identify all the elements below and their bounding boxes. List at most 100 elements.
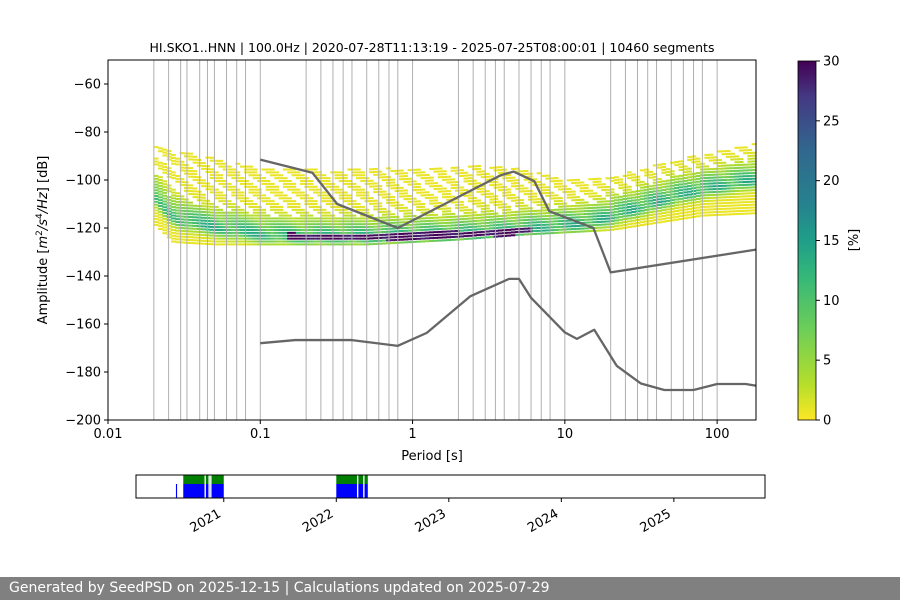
- density-cell: [459, 192, 464, 195]
- density-cell: [360, 177, 365, 180]
- density-cell: [661, 212, 667, 215]
- density-cell: [304, 214, 310, 217]
- density-cell: [751, 212, 756, 215]
- density-cell: [222, 234, 228, 237]
- density-cell: [351, 228, 357, 231]
- density-cell: [450, 233, 456, 236]
- density-cell: [411, 220, 417, 223]
- density-cell: [360, 171, 365, 174]
- processed-bar: [183, 475, 224, 484]
- density-cell: [158, 161, 163, 164]
- density-cell: [175, 223, 181, 226]
- density-cell: [325, 226, 331, 229]
- density-cell: [274, 205, 279, 208]
- density-cell: [300, 240, 305, 243]
- density-cell: [485, 221, 490, 224]
- density-cell: [248, 174, 254, 177]
- density-cell: [257, 194, 262, 197]
- density-cell: [403, 232, 409, 235]
- density-cell: [738, 201, 744, 204]
- density-cell: [665, 173, 671, 176]
- density-cell: [162, 209, 168, 212]
- density-cell: [566, 196, 572, 199]
- density-cell: [661, 191, 667, 194]
- density-cell: [704, 191, 710, 194]
- density-cell: [368, 237, 374, 240]
- density-cell: [446, 239, 452, 242]
- density-cell: [433, 231, 439, 234]
- density-cell: [553, 185, 559, 188]
- density-cell: [751, 209, 756, 212]
- density-cell: [282, 240, 288, 243]
- density-cell: [545, 191, 550, 194]
- density-cell: [549, 191, 555, 194]
- density-cell: [480, 236, 486, 239]
- density-cell: [429, 231, 434, 234]
- density-cell: [248, 168, 254, 171]
- density-cell: [218, 214, 224, 217]
- density-cell: [403, 195, 409, 198]
- density-cell: [463, 174, 469, 177]
- density-cell: [235, 211, 241, 214]
- density-cell: [153, 160, 159, 163]
- density-cell: [734, 161, 740, 164]
- density-cell: [179, 180, 185, 183]
- density-cell: [429, 239, 434, 243]
- density-cell: [652, 178, 658, 181]
- density-cell: [231, 234, 236, 237]
- density-cell: [669, 213, 675, 216]
- density-cell: [648, 216, 654, 219]
- density-cell: [338, 237, 344, 240]
- density-cell: [381, 225, 387, 228]
- density-cell: [411, 203, 417, 206]
- density-cell: [407, 195, 413, 198]
- density-cell: [558, 202, 563, 205]
- density-cell: [665, 182, 671, 185]
- density-cell: [730, 190, 735, 193]
- density-cell: [420, 188, 426, 191]
- density-cell: [579, 201, 585, 204]
- density-cell: [429, 176, 434, 179]
- density-cell: [661, 180, 667, 183]
- density-cell: [433, 222, 439, 225]
- density-cell: [532, 218, 538, 221]
- density-cell: [295, 208, 301, 211]
- density-cell: [588, 204, 593, 207]
- density-cell: [429, 219, 434, 222]
- density-cell: [669, 173, 675, 176]
- density-cell: [601, 203, 606, 206]
- density-cell: [257, 205, 262, 208]
- density-cell: [252, 223, 258, 226]
- density-cell: [218, 240, 224, 243]
- density-cell: [485, 210, 490, 213]
- density-cell: [209, 202, 215, 205]
- density-cell: [510, 193, 516, 196]
- density-cell: [158, 181, 163, 184]
- density-cell: [291, 205, 297, 208]
- density-cell: [325, 220, 331, 223]
- density-cell: [579, 184, 585, 187]
- density-cell: [480, 190, 486, 193]
- density-cell: [678, 169, 684, 172]
- density-cell: [553, 208, 559, 211]
- density-cell: [743, 175, 748, 178]
- density-cell: [751, 171, 756, 174]
- density-cell: [304, 168, 310, 171]
- density-cell: [644, 208, 649, 211]
- density-cell: [708, 214, 714, 217]
- density-cell: [442, 219, 447, 222]
- density-cell: [394, 241, 400, 244]
- density-cell: [528, 218, 533, 221]
- density-cell: [459, 238, 464, 241]
- density-cell: [579, 227, 585, 230]
- density-cell: [467, 191, 473, 194]
- density-cell: [222, 211, 228, 214]
- density-cell: [226, 182, 232, 185]
- density-cell: [390, 195, 396, 198]
- density-cell: [515, 196, 520, 199]
- density-cell: [183, 186, 189, 190]
- density-cell: [450, 166, 456, 169]
- density-cell: [239, 234, 245, 237]
- density-cell: [506, 179, 512, 182]
- density-cell: [442, 170, 447, 173]
